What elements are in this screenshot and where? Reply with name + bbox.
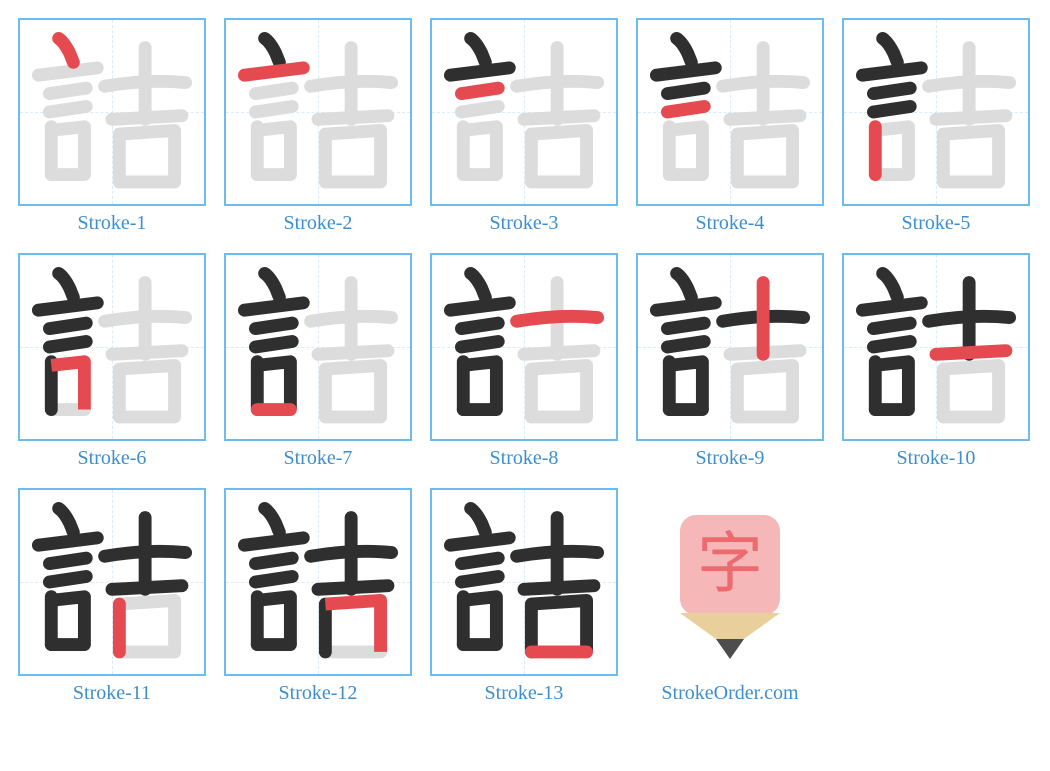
- stroke-caption: Stroke-6: [78, 447, 147, 470]
- logo-caption: StrokeOrder.com: [661, 682, 798, 705]
- stroke-caption: Stroke-9: [696, 447, 765, 470]
- stroke-caption: Stroke-12: [279, 682, 358, 705]
- stroke-grid: Stroke-1 Stroke-2 Stroke-3 Stroke-4: [18, 18, 1032, 705]
- stroke-cell-13: Stroke-13: [430, 488, 618, 705]
- stroke-cell-8: Stroke-8: [430, 253, 618, 470]
- stroke-caption: Stroke-10: [897, 447, 976, 470]
- stroke-tile-6: [18, 253, 206, 441]
- stroke-tile-2: [224, 18, 412, 206]
- logo-pencil-tip: [716, 639, 744, 659]
- stroke-caption: Stroke-13: [485, 682, 564, 705]
- stroke-caption: Stroke-8: [490, 447, 559, 470]
- logo-char: 字: [697, 532, 763, 598]
- logo-wrap: 字: [636, 488, 824, 676]
- stroke-cell-10: Stroke-10: [842, 253, 1030, 470]
- stroke-caption: Stroke-11: [73, 682, 151, 705]
- stroke-cell-11: Stroke-11: [18, 488, 206, 705]
- stroke-tile-9: [636, 253, 824, 441]
- stroke-cell-3: Stroke-3: [430, 18, 618, 235]
- stroke-cell-1: Stroke-1: [18, 18, 206, 235]
- stroke-tile-13: [430, 488, 618, 676]
- logo-pencil: [680, 613, 780, 649]
- stroke-cell-7: Stroke-7: [224, 253, 412, 470]
- stroke-tile-5: [842, 18, 1030, 206]
- stroke-cell-5: Stroke-5: [842, 18, 1030, 235]
- stroke-caption: Stroke-5: [902, 212, 971, 235]
- stroke-caption: Stroke-1: [78, 212, 147, 235]
- stroke-tile-10: [842, 253, 1030, 441]
- logo-cell: 字 StrokeOrder.com: [636, 488, 824, 705]
- stroke-tile-11: [18, 488, 206, 676]
- stroke-cell-4: Stroke-4: [636, 18, 824, 235]
- stroke-tile-4: [636, 18, 824, 206]
- stroke-tile-7: [224, 253, 412, 441]
- stroke-tile-3: [430, 18, 618, 206]
- stroke-cell-6: Stroke-6: [18, 253, 206, 470]
- stroke-cell-2: Stroke-2: [224, 18, 412, 235]
- stroke-caption: Stroke-4: [696, 212, 765, 235]
- stroke-cell-9: Stroke-9: [636, 253, 824, 470]
- stroke-tile-12: [224, 488, 412, 676]
- stroke-caption: Stroke-7: [284, 447, 353, 470]
- logo-square: 字: [680, 515, 780, 615]
- stroke-cell-12: Stroke-12: [224, 488, 412, 705]
- stroke-tile-1: [18, 18, 206, 206]
- stroke-caption: Stroke-3: [490, 212, 559, 235]
- stroke-tile-8: [430, 253, 618, 441]
- stroke-caption: Stroke-2: [284, 212, 353, 235]
